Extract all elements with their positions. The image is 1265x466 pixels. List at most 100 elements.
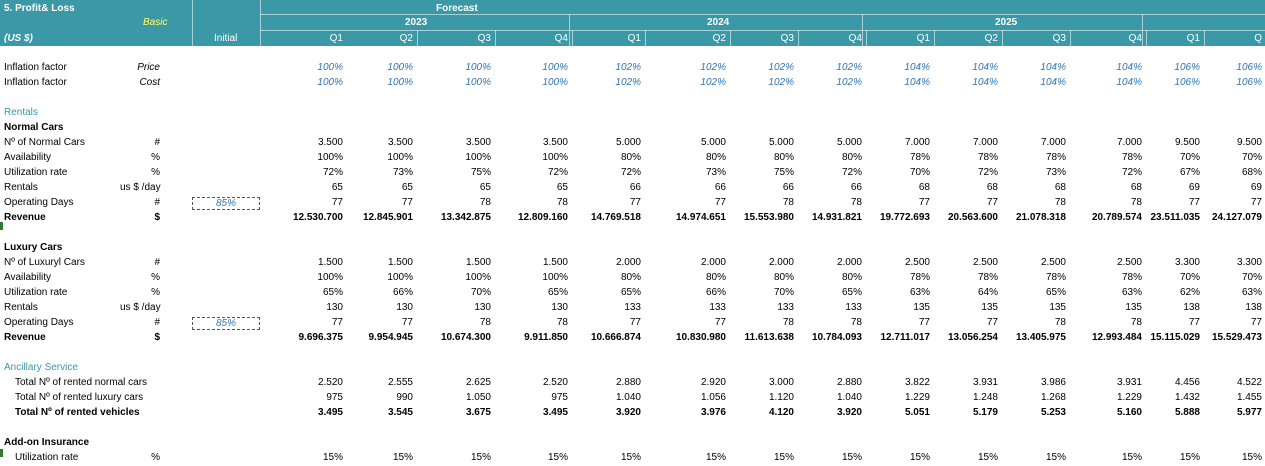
cell-value[interactable]: 9.954.945 <box>368 332 414 343</box>
cell-value[interactable]: 72% <box>1121 167 1142 178</box>
cell-value[interactable]: 77 <box>401 317 413 328</box>
cell-value[interactable]: 65% <box>620 287 641 298</box>
cell-value[interactable]: 78 <box>556 197 568 208</box>
cell-value[interactable]: 100% <box>317 152 343 163</box>
cell-value[interactable]: 1.500 <box>465 257 491 268</box>
cell-value[interactable]: 15% <box>909 452 930 463</box>
cell-value[interactable]: 65 <box>479 182 491 193</box>
cell-value[interactable]: 5.051 <box>904 407 930 418</box>
cell-value[interactable]: 135 <box>1049 302 1066 313</box>
cell-value[interactable]: 78% <box>977 272 998 283</box>
cell-value[interactable]: 5.000 <box>768 137 794 148</box>
cell-value[interactable]: 2.500 <box>1116 257 1142 268</box>
cell-value[interactable]: 80% <box>773 152 794 163</box>
cell-value[interactable]: 15% <box>547 452 568 463</box>
cell-value[interactable]: 104% <box>972 77 998 88</box>
cell-value[interactable]: 104% <box>1040 77 1066 88</box>
cell-value[interactable]: 80% <box>705 272 726 283</box>
cell-value[interactable]: 15% <box>1121 452 1142 463</box>
cell-value[interactable]: 14.769.518 <box>590 212 641 223</box>
cell-value[interactable]: 72% <box>620 167 641 178</box>
cell-value[interactable]: 77 <box>401 197 413 208</box>
cell-value[interactable]: 78% <box>909 272 930 283</box>
cell-value[interactable]: 106% <box>1174 62 1200 73</box>
cell-value[interactable]: 66% <box>392 287 413 298</box>
cell-value[interactable]: 78% <box>1045 272 1066 283</box>
cell-value[interactable]: 4.456 <box>1174 377 1200 388</box>
cell-value[interactable]: 2.500 <box>1040 257 1066 268</box>
cell-value[interactable]: 78 <box>850 197 862 208</box>
cell-value[interactable]: 66 <box>850 182 862 193</box>
cell-value[interactable]: 13.405.975 <box>1015 332 1066 343</box>
cell-value[interactable]: 2.625 <box>465 377 491 388</box>
cell-value[interactable]: 65% <box>841 287 862 298</box>
cell-value[interactable]: 3.300 <box>1174 257 1200 268</box>
cell-value[interactable]: 66 <box>714 182 726 193</box>
cell-value[interactable]: 70% <box>773 287 794 298</box>
cell-value[interactable]: 21.078.318 <box>1015 212 1066 223</box>
cell-value[interactable]: 1.040 <box>615 392 641 403</box>
cell-value[interactable]: 2.520 <box>542 377 568 388</box>
cell-value[interactable]: 1.056 <box>700 392 726 403</box>
cell-value[interactable]: 20.563.600 <box>947 212 998 223</box>
cell-value[interactable]: 66% <box>705 287 726 298</box>
scenario-label[interactable]: Basic <box>143 17 168 28</box>
cell-value[interactable]: 10.784.093 <box>811 332 862 343</box>
cell-value[interactable]: 100% <box>465 272 491 283</box>
cell-value[interactable]: 66 <box>782 182 794 193</box>
cell-value[interactable]: 104% <box>972 62 998 73</box>
cell-value[interactable]: 104% <box>1116 62 1142 73</box>
cell-value[interactable]: 138 <box>1183 302 1200 313</box>
cell-value[interactable]: 1.268 <box>1040 392 1066 403</box>
cell-value[interactable]: 68% <box>1241 167 1262 178</box>
cell-value[interactable]: 102% <box>768 77 794 88</box>
cell-value[interactable]: 73% <box>392 167 413 178</box>
cell-value[interactable]: 72% <box>547 167 568 178</box>
cell-value[interactable]: 78 <box>479 197 491 208</box>
cell-value[interactable]: 12.845.901 <box>362 212 413 223</box>
cell-value[interactable]: 102% <box>836 77 862 88</box>
cell-value[interactable]: 5.000 <box>836 137 862 148</box>
cell-value[interactable]: 9.696.375 <box>298 332 344 343</box>
cell-value[interactable]: 100% <box>465 77 491 88</box>
cell-value[interactable]: 100% <box>387 77 413 88</box>
cell-value[interactable]: 70% <box>1241 272 1262 283</box>
cell-value[interactable]: 70% <box>470 287 491 298</box>
cell-value[interactable]: 104% <box>904 77 930 88</box>
cell-value[interactable]: 3.300 <box>1236 257 1262 268</box>
cell-value[interactable]: 77 <box>331 197 343 208</box>
cell-value[interactable]: 15% <box>1045 452 1066 463</box>
cell-value[interactable]: 77 <box>331 317 343 328</box>
cell-value[interactable]: 1.229 <box>904 392 930 403</box>
cell-value[interactable]: 100% <box>542 77 568 88</box>
cell-value[interactable]: 975 <box>551 392 568 403</box>
cell-value[interactable]: 69 <box>1188 182 1200 193</box>
cell-value[interactable]: 990 <box>396 392 413 403</box>
cell-value[interactable]: 77 <box>918 197 930 208</box>
cell-value[interactable]: 7.000 <box>904 137 930 148</box>
cell-value[interactable]: 15% <box>1241 452 1262 463</box>
cell-value[interactable]: 15.115.029 <box>1150 332 1201 343</box>
cell-value[interactable]: 15% <box>977 452 998 463</box>
cell-value[interactable]: 11.613.638 <box>744 332 795 343</box>
cell-value[interactable]: 62% <box>1179 287 1200 298</box>
cell-value[interactable]: 100% <box>317 77 343 88</box>
cell-value[interactable]: 78 <box>1130 197 1142 208</box>
cell-value[interactable]: 135 <box>913 302 930 313</box>
cell-value[interactable]: 78% <box>1121 152 1142 163</box>
cell-value[interactable]: 102% <box>700 77 726 88</box>
cell-value[interactable]: 130 <box>551 302 568 313</box>
cell-value[interactable]: 130 <box>474 302 491 313</box>
cell-value[interactable]: 5.000 <box>615 137 641 148</box>
cell-value[interactable]: 106% <box>1174 77 1200 88</box>
cell-value[interactable]: 72% <box>322 167 343 178</box>
cell-value[interactable]: 100% <box>317 62 343 73</box>
cell-value[interactable]: 80% <box>841 152 862 163</box>
cell-value[interactable]: 78% <box>977 152 998 163</box>
cell-value[interactable]: 5.160 <box>1116 407 1142 418</box>
cell-value[interactable]: 5.977 <box>1236 407 1262 418</box>
cell-value[interactable]: 3.822 <box>904 377 930 388</box>
cell-value[interactable]: 77 <box>714 317 726 328</box>
cell-value[interactable]: 2.880 <box>836 377 862 388</box>
cell-value[interactable]: 102% <box>768 62 794 73</box>
